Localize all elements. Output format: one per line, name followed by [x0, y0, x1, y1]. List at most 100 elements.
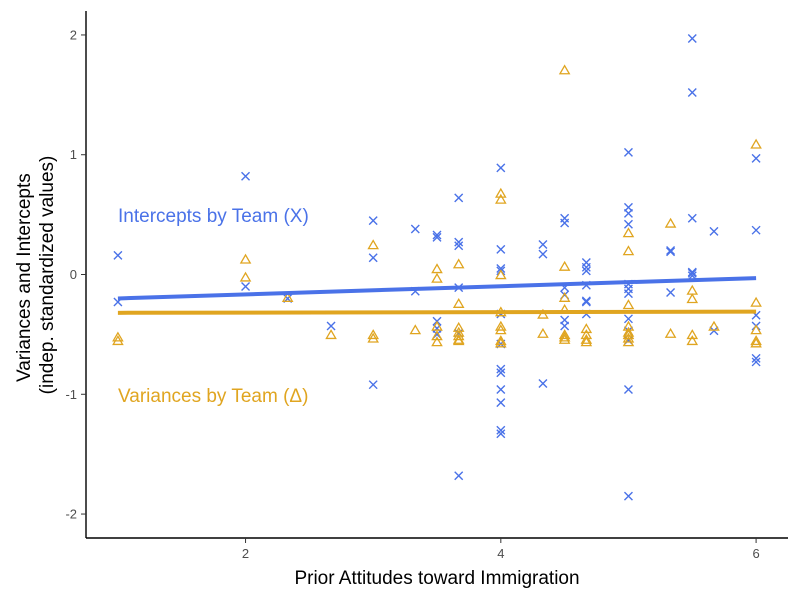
variance-point [495, 324, 507, 335]
x-tick-label: 2 [242, 546, 249, 561]
variance-point [431, 320, 443, 331]
variance-point [409, 324, 422, 335]
variance-point [495, 337, 507, 348]
intercept-point [623, 208, 633, 218]
intercept-point [687, 87, 697, 97]
y-tick-label: 1 [70, 147, 77, 162]
axis-ticks: 2 4 6 -2 -1 0 1 2 [65, 27, 759, 561]
variance-point [431, 336, 443, 347]
intercept-point [113, 250, 123, 260]
x-tick-label: 6 [752, 546, 759, 561]
intercept-point [709, 226, 719, 236]
intercept-point [496, 429, 506, 439]
intercept-point [454, 471, 464, 481]
intercept-point [241, 171, 251, 181]
y-axis-title-line-2: (indep. standardized values) [37, 156, 58, 395]
variance-point [750, 335, 762, 346]
intercept-point [751, 153, 761, 163]
intercepts-annotation: Intercepts by Team (X) [118, 206, 309, 227]
intercept-point [496, 368, 506, 378]
variance-point [580, 333, 593, 344]
variance-point [112, 331, 124, 342]
intercept-point [454, 241, 464, 251]
intercept-point [496, 364, 506, 374]
intercept-point [581, 297, 591, 307]
variance-point [452, 330, 465, 341]
variance-point [622, 326, 635, 337]
y-tick-label: 0 [70, 267, 77, 282]
variance-point [558, 329, 571, 340]
variance-point [558, 331, 571, 342]
intercept-point [687, 34, 697, 44]
intercept-point [432, 230, 442, 240]
variance-point [750, 296, 762, 307]
intercept-point [496, 384, 506, 394]
variance-point [452, 335, 465, 346]
variance-point [431, 263, 443, 274]
fit-lines [117, 276, 757, 315]
variance-point [281, 291, 294, 302]
intercept-point [666, 246, 676, 256]
intercept-point [368, 380, 378, 390]
intercept-point [623, 384, 633, 394]
variance-point [622, 245, 635, 256]
intercept-point [454, 193, 464, 203]
intercept-point [623, 491, 633, 501]
variance-point [495, 193, 507, 204]
intercept-point [666, 247, 676, 257]
variance-point [750, 324, 762, 335]
intercept-point [581, 266, 591, 276]
intercept-point [666, 287, 676, 297]
intercept-point [538, 240, 548, 250]
x-tick-label: 4 [497, 546, 504, 561]
intercept-point [432, 232, 442, 242]
variances-fit-line [117, 309, 757, 315]
intercept-point [454, 237, 464, 247]
intercept-point [623, 289, 633, 299]
variance-point [452, 297, 465, 308]
variance-point [431, 272, 443, 283]
variance-point [495, 335, 507, 346]
variance-point [686, 335, 699, 346]
intercept-point [581, 296, 591, 306]
variance-point [664, 217, 677, 228]
variance-point [367, 239, 379, 250]
variance-point [558, 260, 571, 271]
intercept-point [581, 262, 591, 272]
variance-point [495, 187, 507, 198]
variance-point [495, 320, 507, 331]
variance-point [622, 227, 635, 238]
intercept-point [751, 357, 761, 367]
variance-point [580, 323, 593, 334]
y-axis-title-line-1: Variances and Intercepts [14, 173, 35, 382]
intercept-point [496, 244, 506, 254]
variance-point [452, 258, 465, 269]
intercept-point [687, 267, 697, 277]
intercept-point [241, 281, 251, 291]
variance-point [622, 332, 635, 343]
variance-point [686, 293, 699, 304]
intercept-point [687, 268, 697, 278]
variance-point [239, 253, 252, 264]
intercept-point [751, 353, 761, 363]
intercept-point [410, 224, 420, 234]
variance-point [622, 299, 635, 310]
y-tick-label: 2 [70, 27, 77, 42]
variance-point [367, 329, 379, 340]
data-points [112, 34, 762, 501]
variance-point [750, 337, 762, 348]
variance-point [431, 330, 443, 341]
variance-point [686, 329, 699, 340]
y-axis-title: Variances and Intercepts (indep. standar… [14, 156, 58, 395]
variance-point [537, 327, 549, 338]
intercept-point [623, 147, 633, 157]
intercept-point [496, 163, 506, 173]
variance-point [664, 327, 677, 338]
variance-point [580, 336, 593, 347]
x-axis-title: Prior Attitudes toward Immigration [294, 568, 579, 589]
intercept-point [751, 225, 761, 235]
intercept-point [496, 425, 506, 435]
intercept-point [538, 378, 548, 388]
intercept-point [709, 326, 719, 336]
